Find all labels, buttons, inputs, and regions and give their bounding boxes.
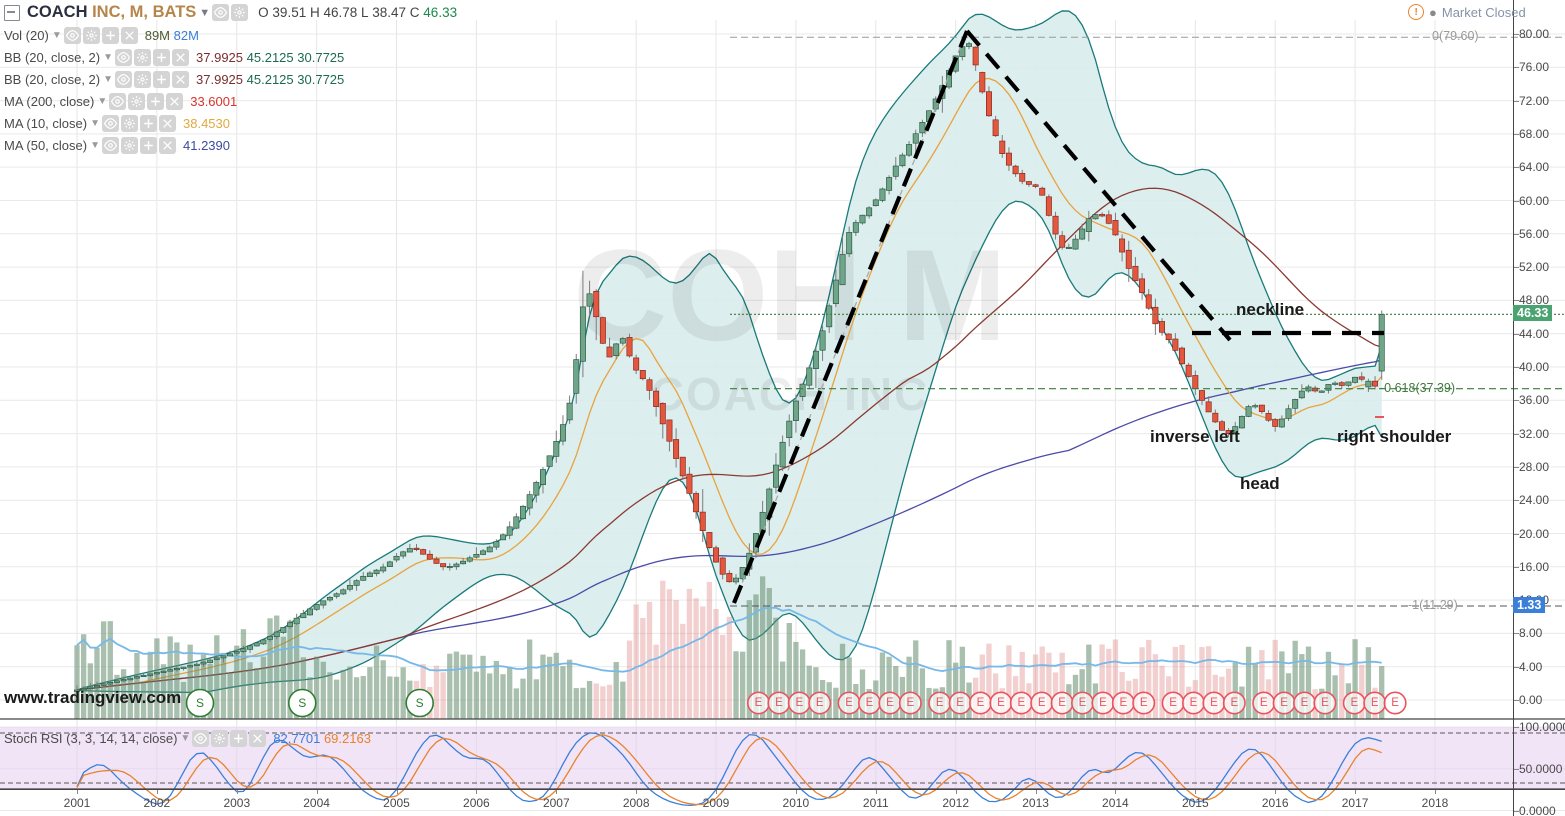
svg-text:COH M: COH M: [573, 222, 1006, 368]
